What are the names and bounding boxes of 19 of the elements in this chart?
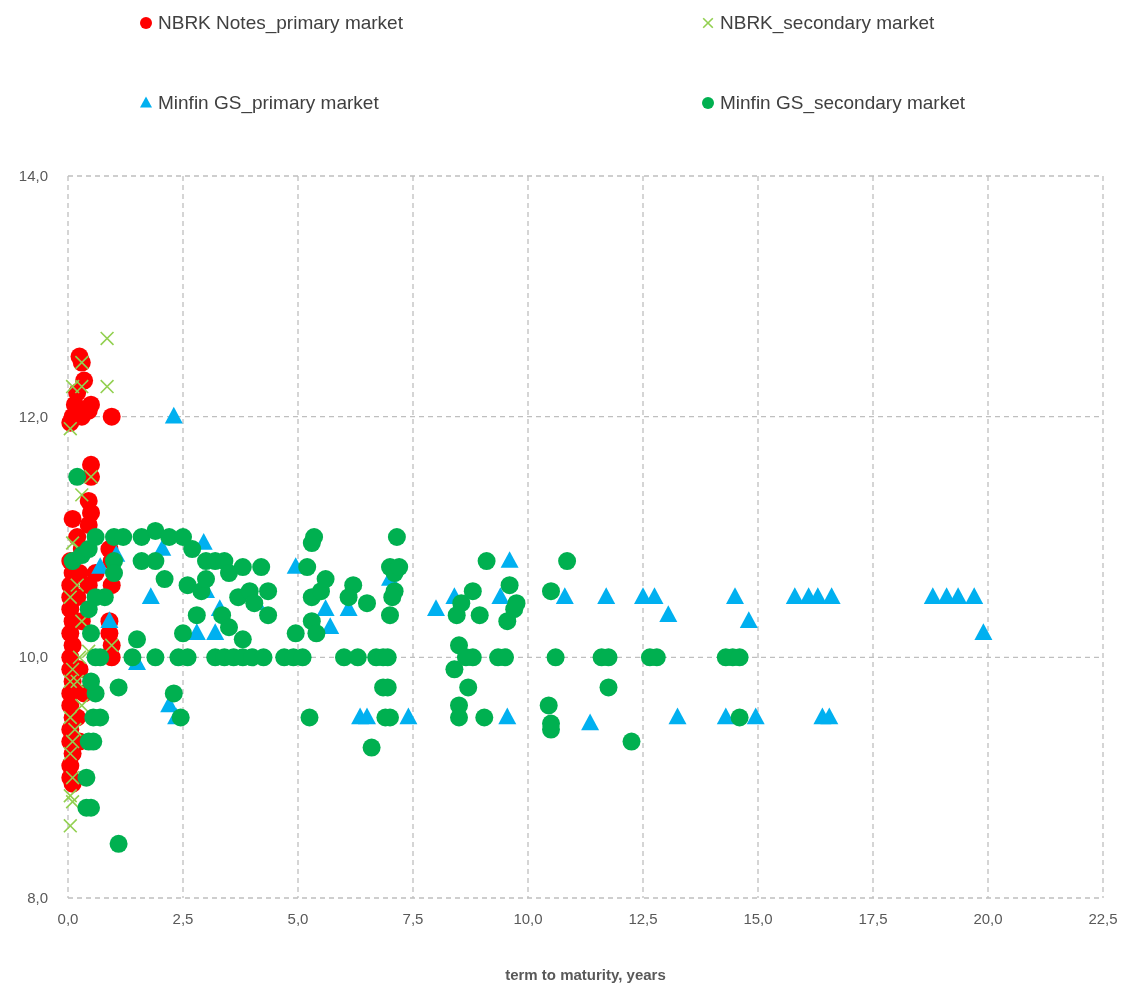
y-tick-label: 14,0 (18, 167, 48, 184)
x-tick-label: 22,5 (1088, 910, 1118, 927)
y-tick-label: 8,0 (27, 889, 48, 906)
x-axis-title: term to maturity, years (505, 966, 666, 983)
x-tick-label: 20,0 (973, 910, 1003, 927)
x-tick-label: 10,0 (513, 910, 543, 927)
legend-label: NBRK_secondary market (720, 12, 936, 34)
x-tick-label: 0,0 (57, 910, 79, 927)
legend-label: Minfin GS_primary market (158, 92, 380, 114)
x-tick-label: 12,5 (628, 910, 658, 927)
legend-label: NBRK Notes_primary market (158, 12, 404, 34)
legend-label: Minfin GS_secondary market (720, 92, 966, 114)
x-tick-label: 15,0 (743, 910, 773, 927)
y-tick-label: 10,0 (18, 648, 48, 666)
x-tick-label: 17,5 (858, 910, 888, 927)
x-tick-label: 7,5 (402, 910, 424, 927)
y-tick-label: 12,0 (18, 407, 48, 425)
x-tick-label: 5,0 (287, 910, 309, 927)
x-tick-label: 2,5 (172, 910, 194, 927)
